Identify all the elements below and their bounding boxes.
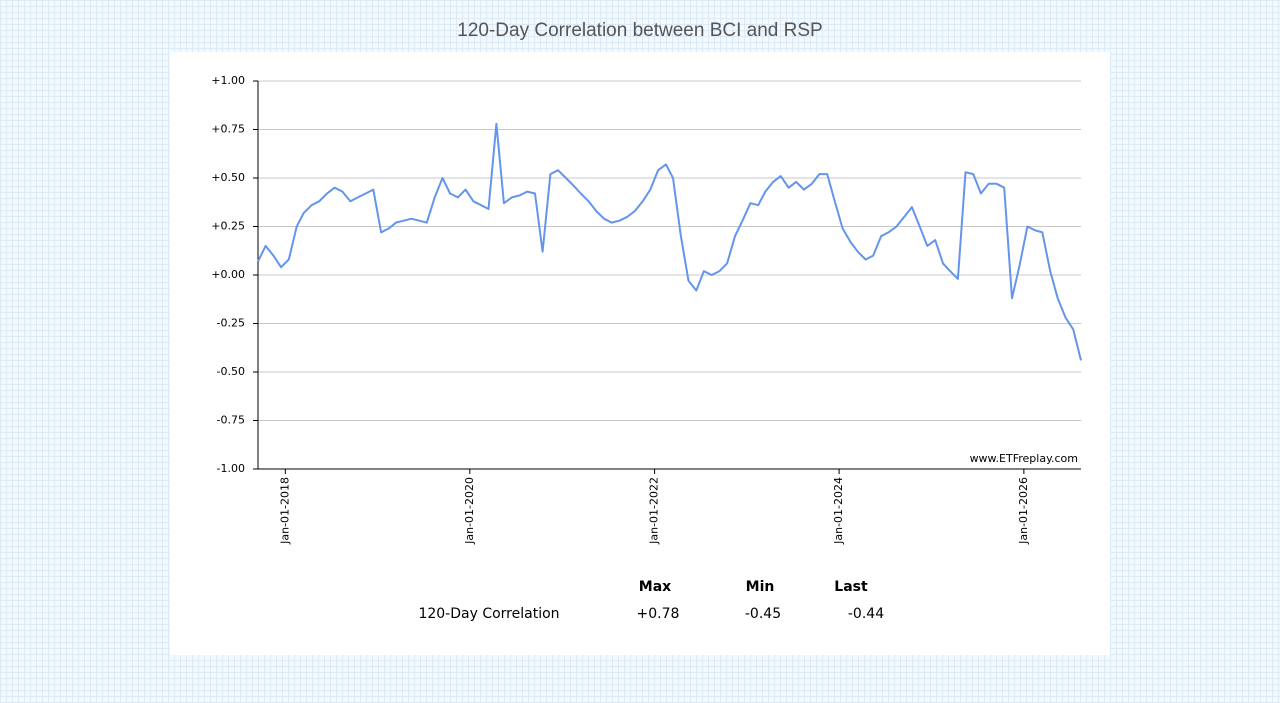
y-tick-label: -0.50 bbox=[217, 365, 245, 378]
stats-header: Last bbox=[834, 579, 868, 595]
y-tick-label: +0.00 bbox=[211, 268, 245, 281]
x-tick-label: Jan-01-2022 bbox=[648, 477, 661, 545]
stats-row-label: 120-Day Correlation bbox=[418, 606, 559, 622]
y-tick-label: -0.25 bbox=[217, 317, 245, 330]
stats-value: -0.44 bbox=[848, 606, 884, 622]
y-tick-label: +1.00 bbox=[211, 74, 245, 87]
stats-header: Min bbox=[746, 579, 775, 595]
y-tick-label: +0.50 bbox=[211, 171, 245, 184]
watermark: www.ETFreplay.com bbox=[970, 452, 1078, 465]
y-tick-label: -1.00 bbox=[217, 462, 245, 475]
data-line bbox=[257, 122, 1082, 361]
x-tick-label: Jan-01-2024 bbox=[832, 477, 845, 545]
panel bbox=[170, 52, 1110, 655]
x-tick-label: Jan-01-2026 bbox=[1017, 477, 1030, 545]
chart-title: 120-Day Correlation between BCI and RSP bbox=[457, 20, 822, 41]
y-tick-label: +0.25 bbox=[211, 220, 245, 233]
y-tick-label: +0.75 bbox=[211, 123, 245, 136]
y-tick-label: -0.75 bbox=[217, 414, 245, 427]
stats-header: Max bbox=[639, 579, 671, 595]
stats-value: -0.45 bbox=[745, 606, 781, 622]
x-tick-label: Jan-01-2020 bbox=[463, 477, 476, 545]
stats-value: +0.78 bbox=[637, 606, 680, 622]
x-tick-label: Jan-01-2018 bbox=[278, 477, 291, 545]
